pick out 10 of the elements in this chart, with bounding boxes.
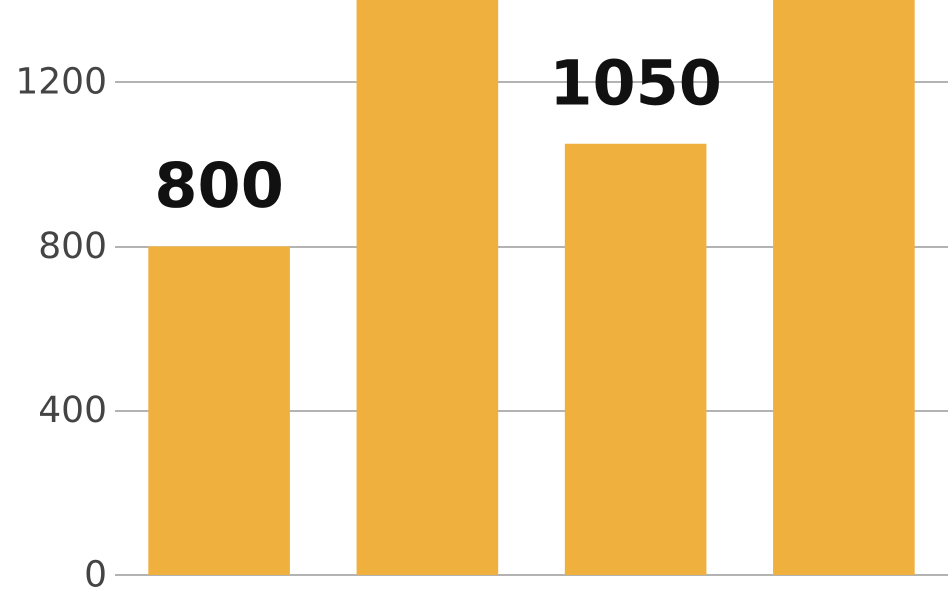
bar xyxy=(356,0,498,575)
bar xyxy=(564,144,706,575)
y-tick-label: 800 xyxy=(38,226,107,267)
bar xyxy=(773,0,915,575)
bar xyxy=(148,246,290,575)
y-tick-label: 400 xyxy=(38,390,107,432)
data-label: 1050 xyxy=(549,46,722,120)
data-label: 800 xyxy=(154,148,284,222)
y-tick-label: 0 xyxy=(84,554,107,593)
y-tick-label: 1200 xyxy=(15,62,107,103)
